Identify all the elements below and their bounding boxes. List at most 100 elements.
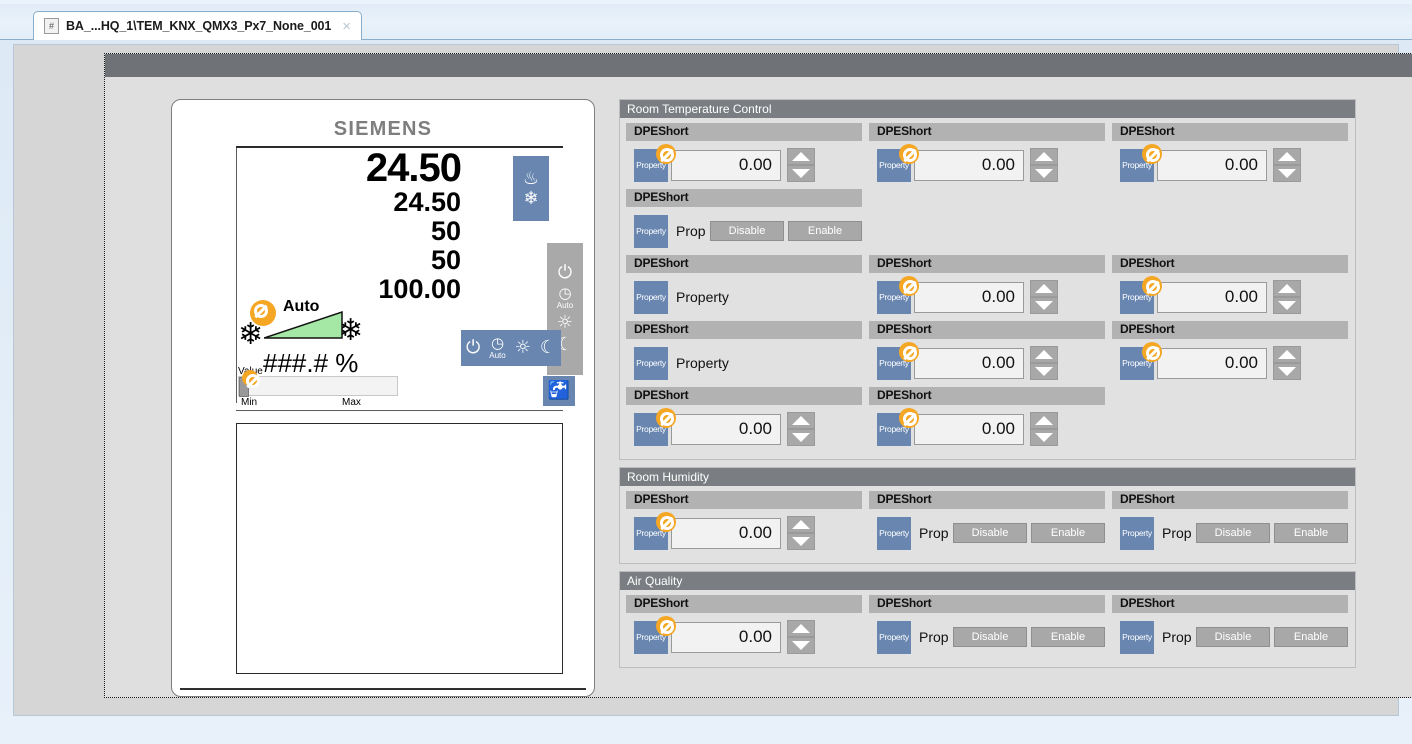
numeric-input[interactable]: 0.00 bbox=[914, 347, 1024, 379]
spinner-up-button[interactable] bbox=[787, 412, 815, 429]
spinner-control[interactable] bbox=[1273, 148, 1301, 182]
heat-cool-strip[interactable]: ♨ ❄ bbox=[513, 156, 549, 221]
property-badge[interactable]: Property bbox=[634, 346, 668, 380]
chevron-up-icon bbox=[1035, 152, 1053, 161]
property-badge[interactable]: Property bbox=[1120, 148, 1154, 182]
spinner-down-button[interactable] bbox=[787, 429, 815, 446]
spinner-up-button[interactable] bbox=[787, 516, 815, 533]
mode-strip-horizontal[interactable]: ⏻ ◷ Auto ☼ ☾ bbox=[461, 330, 561, 366]
spinner-up-button[interactable] bbox=[1030, 148, 1058, 165]
numeric-input[interactable]: 0.00 bbox=[914, 149, 1024, 181]
spinner-up-button[interactable] bbox=[1273, 148, 1301, 165]
enable-button[interactable]: Enable bbox=[1031, 523, 1105, 543]
spinner-down-button[interactable] bbox=[787, 637, 815, 654]
enable-button[interactable]: Enable bbox=[788, 221, 862, 241]
spinner-control[interactable] bbox=[1273, 280, 1301, 314]
property-badge[interactable]: Property bbox=[634, 412, 668, 446]
spinner-down-button[interactable] bbox=[1273, 363, 1301, 380]
property-badge[interactable]: Property bbox=[877, 516, 911, 550]
numeric-input[interactable]: 0.00 bbox=[914, 413, 1024, 445]
dpe-cell: DPEShort Property PropertDisableEnable bbox=[869, 595, 1105, 661]
enable-button[interactable]: Enable bbox=[1274, 523, 1348, 543]
spinner-down-button[interactable] bbox=[1273, 165, 1301, 182]
spinner-control[interactable] bbox=[1030, 412, 1058, 446]
dpe-body: Property 0.00 bbox=[869, 405, 1105, 453]
spinner-control[interactable] bbox=[787, 412, 815, 446]
spinner-down-button[interactable] bbox=[1273, 297, 1301, 314]
spinner-down-button[interactable] bbox=[1030, 363, 1058, 380]
spinner-down-button[interactable] bbox=[1030, 165, 1058, 182]
tab-strip: # BA_...HQ_1\TEM_KNX_QMX3_Px7_None_001 × bbox=[0, 0, 1412, 40]
property-badge[interactable]: Property bbox=[877, 620, 911, 654]
spinner-control[interactable] bbox=[1030, 280, 1058, 314]
spinner-control[interactable] bbox=[1030, 148, 1058, 182]
auto-label: Auto bbox=[489, 351, 506, 360]
spinner-up-button[interactable] bbox=[1273, 280, 1301, 297]
property-badge[interactable]: Property bbox=[634, 280, 668, 314]
numeric-input[interactable]: 0.00 bbox=[671, 149, 781, 181]
dpe-cell: DPEShort Property 0.00 bbox=[1112, 255, 1348, 321]
spinner-down-button[interactable] bbox=[787, 165, 815, 182]
dpe-header-label: DPEShort bbox=[1112, 321, 1348, 339]
spinner-up-button[interactable] bbox=[787, 620, 815, 637]
section-2: Room Humidity DPEShort Property 0.00 DPEShor… bbox=[619, 467, 1356, 564]
numeric-input[interactable]: 0.00 bbox=[1157, 347, 1267, 379]
property-badge[interactable]: Property bbox=[1120, 620, 1154, 654]
dpe-header-label: DPEShort bbox=[869, 595, 1105, 613]
chevron-up-icon bbox=[792, 416, 810, 425]
sun-icon[interactable]: ☼ bbox=[514, 337, 531, 358]
chevron-down-icon bbox=[1035, 367, 1053, 376]
dpe-header-label: DPEShort bbox=[1112, 595, 1348, 613]
property-badge[interactable]: Property bbox=[634, 148, 668, 182]
disable-button[interactable]: Disable bbox=[953, 627, 1027, 647]
moon-icon[interactable]: ☾ bbox=[539, 337, 556, 358]
spinner-up-button[interactable] bbox=[1030, 346, 1058, 363]
device-display: SIEMENS 24.50 24.50 50 50 100.00 ♨ ❄ bbox=[203, 108, 583, 686]
tab-document[interactable]: # BA_...HQ_1\TEM_KNX_QMX3_Px7_None_001 × bbox=[33, 11, 363, 40]
disable-button[interactable]: Disable bbox=[953, 523, 1027, 543]
chevron-up-icon bbox=[792, 520, 810, 529]
dpe-body: Property 0.00 bbox=[1112, 141, 1348, 189]
numeric-input[interactable]: 0.00 bbox=[671, 621, 781, 653]
enable-button[interactable]: Enable bbox=[1031, 627, 1105, 647]
spinner-control[interactable] bbox=[1030, 346, 1058, 380]
spinner-down-button[interactable] bbox=[1030, 429, 1058, 446]
spinner-control[interactable] bbox=[787, 148, 815, 182]
spinner-control[interactable] bbox=[787, 620, 815, 654]
property-badge[interactable]: Property bbox=[1120, 516, 1154, 550]
chevron-up-icon bbox=[1278, 284, 1296, 293]
spinner-control[interactable] bbox=[1273, 346, 1301, 380]
numeric-input[interactable]: 0.00 bbox=[671, 517, 781, 549]
spinner-down-button[interactable] bbox=[1030, 297, 1058, 314]
numeric-input[interactable]: 0.00 bbox=[1157, 281, 1267, 313]
enable-button[interactable]: Enable bbox=[1274, 627, 1348, 647]
auto-label: Auto bbox=[556, 301, 574, 310]
property-badge[interactable]: Property bbox=[634, 214, 668, 248]
spinner-up-button[interactable] bbox=[1030, 412, 1058, 429]
chevron-up-icon bbox=[792, 624, 810, 633]
numeric-input[interactable]: 0.00 bbox=[1157, 149, 1267, 181]
section-title: Room Temperature Control bbox=[620, 100, 1355, 118]
presence-button[interactable]: 🚰 bbox=[543, 376, 575, 406]
spinner-control[interactable] bbox=[787, 516, 815, 550]
auto-mode-icon-group[interactable]: ◷ Auto bbox=[489, 336, 505, 360]
disable-button[interactable]: Disable bbox=[1196, 627, 1270, 647]
numeric-input[interactable]: 0.00 bbox=[914, 281, 1024, 313]
spinner-up-button[interactable] bbox=[1273, 346, 1301, 363]
chevron-down-icon bbox=[1278, 301, 1296, 310]
dpe-body: Property 0.00 bbox=[626, 405, 862, 453]
disable-button[interactable]: Disable bbox=[1196, 523, 1270, 543]
numeric-input[interactable]: 0.00 bbox=[671, 413, 781, 445]
power-icon[interactable]: ⏻ bbox=[466, 337, 481, 358]
chevron-down-icon bbox=[792, 169, 810, 178]
spinner-up-button[interactable] bbox=[1030, 280, 1058, 297]
spinner-up-button[interactable] bbox=[787, 148, 815, 165]
display-top-rule bbox=[236, 146, 563, 148]
disable-button[interactable]: Disable bbox=[710, 221, 784, 241]
snowflake-icon: ❄ bbox=[523, 187, 539, 209]
value-slider[interactable] bbox=[238, 376, 398, 397]
slider-max-label: Max bbox=[342, 397, 361, 408]
fan-speed-widget[interactable]: Auto ❄ ❄ bbox=[238, 298, 428, 358]
spinner-down-button[interactable] bbox=[787, 533, 815, 550]
close-icon[interactable]: × bbox=[342, 17, 352, 35]
